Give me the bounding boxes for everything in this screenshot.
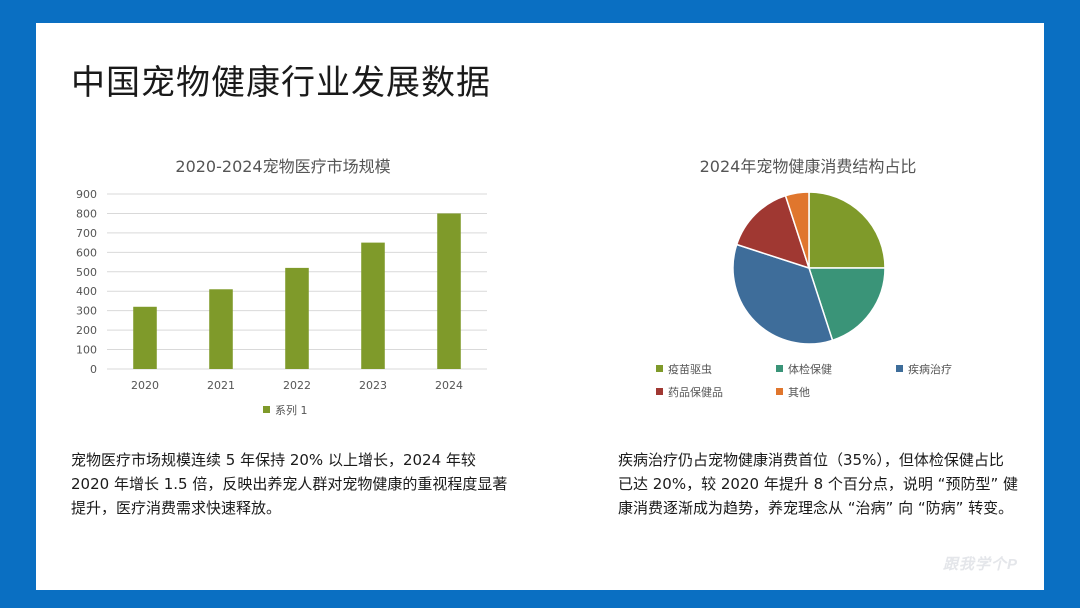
bar	[285, 267, 309, 369]
bar-y-tick-label: 200	[76, 324, 97, 337]
pie-legend-swatch	[776, 365, 783, 372]
bar-x-tick-label: 2024	[435, 379, 463, 392]
bar-y-tick-label: 100	[76, 344, 97, 357]
bar-series	[133, 213, 461, 369]
bar	[437, 213, 461, 369]
bar-legend-label: 系列 1	[275, 403, 308, 417]
bar-y-tick-label: 0	[90, 363, 97, 376]
bar-legend-swatch	[263, 406, 270, 413]
bar	[209, 289, 233, 369]
bar-y-tick-label: 500	[76, 266, 97, 279]
pie-legend-label: 体检保健	[788, 362, 832, 376]
bar-chart-description: 宠物医疗市场规模连续 5 年保持 20% 以上增长，2024 年较 2020 年…	[71, 451, 508, 517]
pie-legend-swatch	[656, 388, 663, 395]
pie-legend-swatch	[776, 388, 783, 395]
pie-slice	[807, 267, 886, 342]
bar-y-tick-label: 900	[76, 188, 97, 201]
slide: 中国宠物健康行业发展数据 2020-2024宠物医疗市场规模 0 100 200 30…	[36, 23, 1044, 590]
bar-x-ticks: 2020 2021 2022 2023 2024	[131, 379, 463, 392]
bar-x-tick-label: 2021	[207, 379, 235, 392]
pie-slice	[808, 191, 886, 269]
bar-y-tick-label: 800	[76, 207, 97, 220]
pie-legend-swatch	[896, 365, 903, 372]
pie-legend-label: 其他	[788, 386, 810, 399]
pie-legend-label: 疾病治疗	[908, 362, 952, 376]
bar-legend: 系列 1	[263, 403, 308, 417]
pie-chart-description: 疾病治疗仍占宠物健康消费首位（35%），但体检保健占比已达 20%，较 2020…	[618, 451, 1018, 517]
pie-legend-label: 药品保健品	[668, 385, 723, 399]
bar-y-ticks: 0 100 200 300 400 500 600 700 800 900	[76, 188, 97, 376]
pie-legend-swatch	[656, 365, 663, 372]
bar-x-tick-label: 2020	[131, 379, 159, 392]
pie-legend-label: 疫苗驱虫	[668, 362, 712, 376]
charts-canvas: 2020-2024宠物医疗市场规模 0 100 200 300 400 500 600 700…	[76, 157, 952, 417]
bar	[133, 306, 157, 369]
watermark: 跟我学个P	[942, 556, 1018, 573]
bar-x-tick-label: 2023	[359, 379, 387, 392]
pie-slices	[732, 191, 886, 345]
bar-y-tick-label: 400	[76, 285, 97, 298]
bar-y-tick-label: 600	[76, 246, 97, 259]
bar-chart-title: 2020-2024宠物医疗市场规模	[175, 157, 390, 176]
bar-x-tick-label: 2022	[283, 379, 311, 392]
pie-chart-title: 2024年宠物健康消费结构占比	[700, 157, 917, 176]
bar	[361, 242, 385, 369]
slide-title: 中国宠物健康行业发展数据	[71, 63, 491, 103]
pie-slice	[784, 191, 810, 269]
bar-y-tick-label: 300	[76, 305, 97, 318]
bar-chart: 2020-2024宠物医疗市场规模 0 100 200 300 400 500 600 700…	[76, 157, 487, 417]
bar-y-tick-label: 700	[76, 227, 97, 240]
pie-slice	[732, 243, 834, 345]
